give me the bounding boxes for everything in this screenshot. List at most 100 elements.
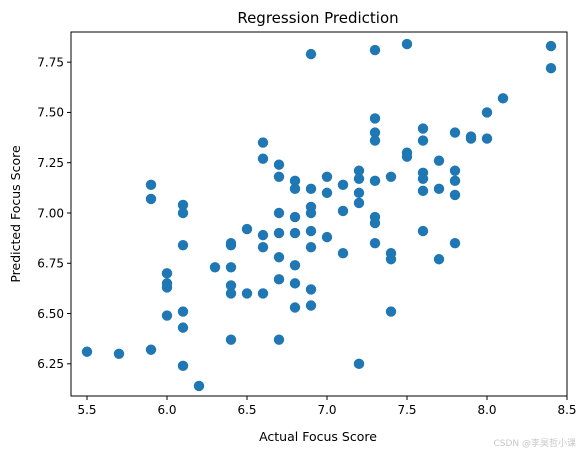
data-point-49 bbox=[305, 241, 317, 253]
data-point-81 bbox=[417, 173, 429, 185]
data-point-11 bbox=[177, 239, 189, 251]
data-point-44 bbox=[305, 48, 317, 60]
data-point-61 bbox=[353, 197, 365, 209]
x-tick-label-4: 7.5 bbox=[397, 403, 416, 417]
data-point-3 bbox=[145, 179, 157, 191]
data-point-73 bbox=[385, 254, 397, 265]
data-point-14 bbox=[177, 360, 189, 372]
data-point-98 bbox=[545, 62, 557, 74]
data-point-85 bbox=[433, 183, 445, 195]
y-tick-label-1: 6.50 bbox=[37, 307, 64, 321]
plot-area-frame bbox=[70, 31, 568, 397]
data-point-5 bbox=[161, 268, 173, 279]
data-point-24 bbox=[241, 288, 253, 299]
data-point-88 bbox=[449, 165, 461, 176]
data-point-18 bbox=[225, 239, 237, 251]
data-point-1 bbox=[113, 348, 125, 359]
data-point-93 bbox=[465, 133, 477, 144]
x-tick-label-1: 6.0 bbox=[157, 403, 176, 417]
data-point-20 bbox=[225, 280, 237, 291]
data-point-21 bbox=[225, 288, 237, 299]
y-tick-label-4: 7.25 bbox=[37, 156, 64, 170]
data-point-67 bbox=[369, 175, 381, 187]
data-point-96 bbox=[497, 93, 509, 104]
data-point-31 bbox=[273, 171, 285, 182]
y-tick-label-3: 7.00 bbox=[37, 206, 64, 220]
x-tick-label-5: 8.0 bbox=[477, 403, 496, 417]
data-point-50 bbox=[305, 284, 317, 295]
data-point-62 bbox=[353, 358, 365, 370]
data-point-15 bbox=[193, 380, 205, 392]
data-point-22 bbox=[225, 334, 237, 345]
data-point-36 bbox=[273, 334, 285, 345]
y-axis-label: Predicted Focus Score bbox=[8, 145, 23, 283]
data-point-40 bbox=[289, 227, 301, 239]
data-point-83 bbox=[417, 225, 429, 237]
data-point-82 bbox=[417, 185, 429, 197]
data-point-89 bbox=[449, 175, 461, 187]
data-point-23 bbox=[241, 223, 253, 235]
data-point-35 bbox=[273, 274, 285, 285]
data-point-28 bbox=[257, 241, 269, 253]
data-point-59 bbox=[353, 173, 365, 185]
y-tick-label-6: 7.75 bbox=[37, 55, 64, 69]
data-point-78 bbox=[417, 123, 429, 134]
data-point-90 bbox=[449, 189, 461, 201]
data-point-70 bbox=[369, 237, 381, 249]
x-axis-label: Actual Focus Score bbox=[259, 429, 377, 444]
data-point-94 bbox=[481, 107, 493, 118]
data-point-39 bbox=[289, 211, 301, 223]
data-point-30 bbox=[273, 159, 285, 170]
data-point-12 bbox=[177, 306, 189, 317]
x-tick-label-3: 7.0 bbox=[317, 403, 336, 417]
chart-title: Regression Prediction bbox=[237, 9, 398, 27]
data-point-29 bbox=[257, 288, 269, 299]
data-point-48 bbox=[305, 225, 317, 237]
data-point-53 bbox=[321, 187, 333, 199]
data-point-86 bbox=[433, 254, 445, 265]
data-point-45 bbox=[305, 183, 317, 195]
data-point-79 bbox=[417, 135, 429, 146]
data-point-55 bbox=[337, 179, 349, 191]
watermark: CSDN @李昊哲小课 bbox=[493, 437, 576, 449]
data-point-25 bbox=[257, 137, 269, 148]
data-point-7 bbox=[161, 282, 173, 293]
data-point-10 bbox=[177, 207, 189, 219]
data-point-60 bbox=[353, 187, 365, 199]
data-point-97 bbox=[545, 40, 557, 52]
x-tick-label-2: 6.5 bbox=[237, 403, 256, 417]
data-point-37 bbox=[289, 175, 301, 187]
data-point-57 bbox=[337, 248, 349, 259]
data-point-52 bbox=[321, 171, 333, 182]
x-axis: 5.5 6.0 6.5 7.0 7.5 8.0 8.5 bbox=[77, 396, 577, 417]
data-point-8 bbox=[161, 310, 173, 321]
data-point-87 bbox=[449, 127, 461, 138]
data-point-84 bbox=[433, 155, 445, 166]
data-point-66 bbox=[369, 135, 381, 146]
data-point-95 bbox=[481, 133, 493, 144]
data-point-65 bbox=[369, 127, 381, 138]
data-point-0 bbox=[81, 346, 93, 357]
data-point-34 bbox=[273, 252, 285, 263]
data-point-63 bbox=[369, 44, 381, 56]
data-point-42 bbox=[289, 278, 301, 289]
data-point-75 bbox=[401, 38, 413, 50]
data-point-16 bbox=[209, 262, 221, 273]
data-point-32 bbox=[273, 207, 285, 219]
data-point-43 bbox=[289, 302, 301, 313]
data-point-69 bbox=[369, 217, 381, 229]
data-point-2 bbox=[145, 344, 157, 355]
data-point-64 bbox=[369, 113, 381, 124]
data-point-77 bbox=[401, 151, 413, 162]
y-tick-label-5: 7.50 bbox=[37, 106, 64, 120]
data-point-47 bbox=[305, 207, 317, 219]
data-point-54 bbox=[321, 231, 333, 243]
x-tick-label-6: 8.5 bbox=[557, 403, 576, 417]
y-tick-label-2: 6.75 bbox=[37, 257, 64, 271]
data-point-91 bbox=[449, 237, 461, 249]
data-point-9 bbox=[177, 199, 189, 211]
data-point-27 bbox=[257, 229, 269, 241]
y-tick-label-0: 6.25 bbox=[37, 357, 64, 371]
data-point-19 bbox=[225, 262, 237, 273]
